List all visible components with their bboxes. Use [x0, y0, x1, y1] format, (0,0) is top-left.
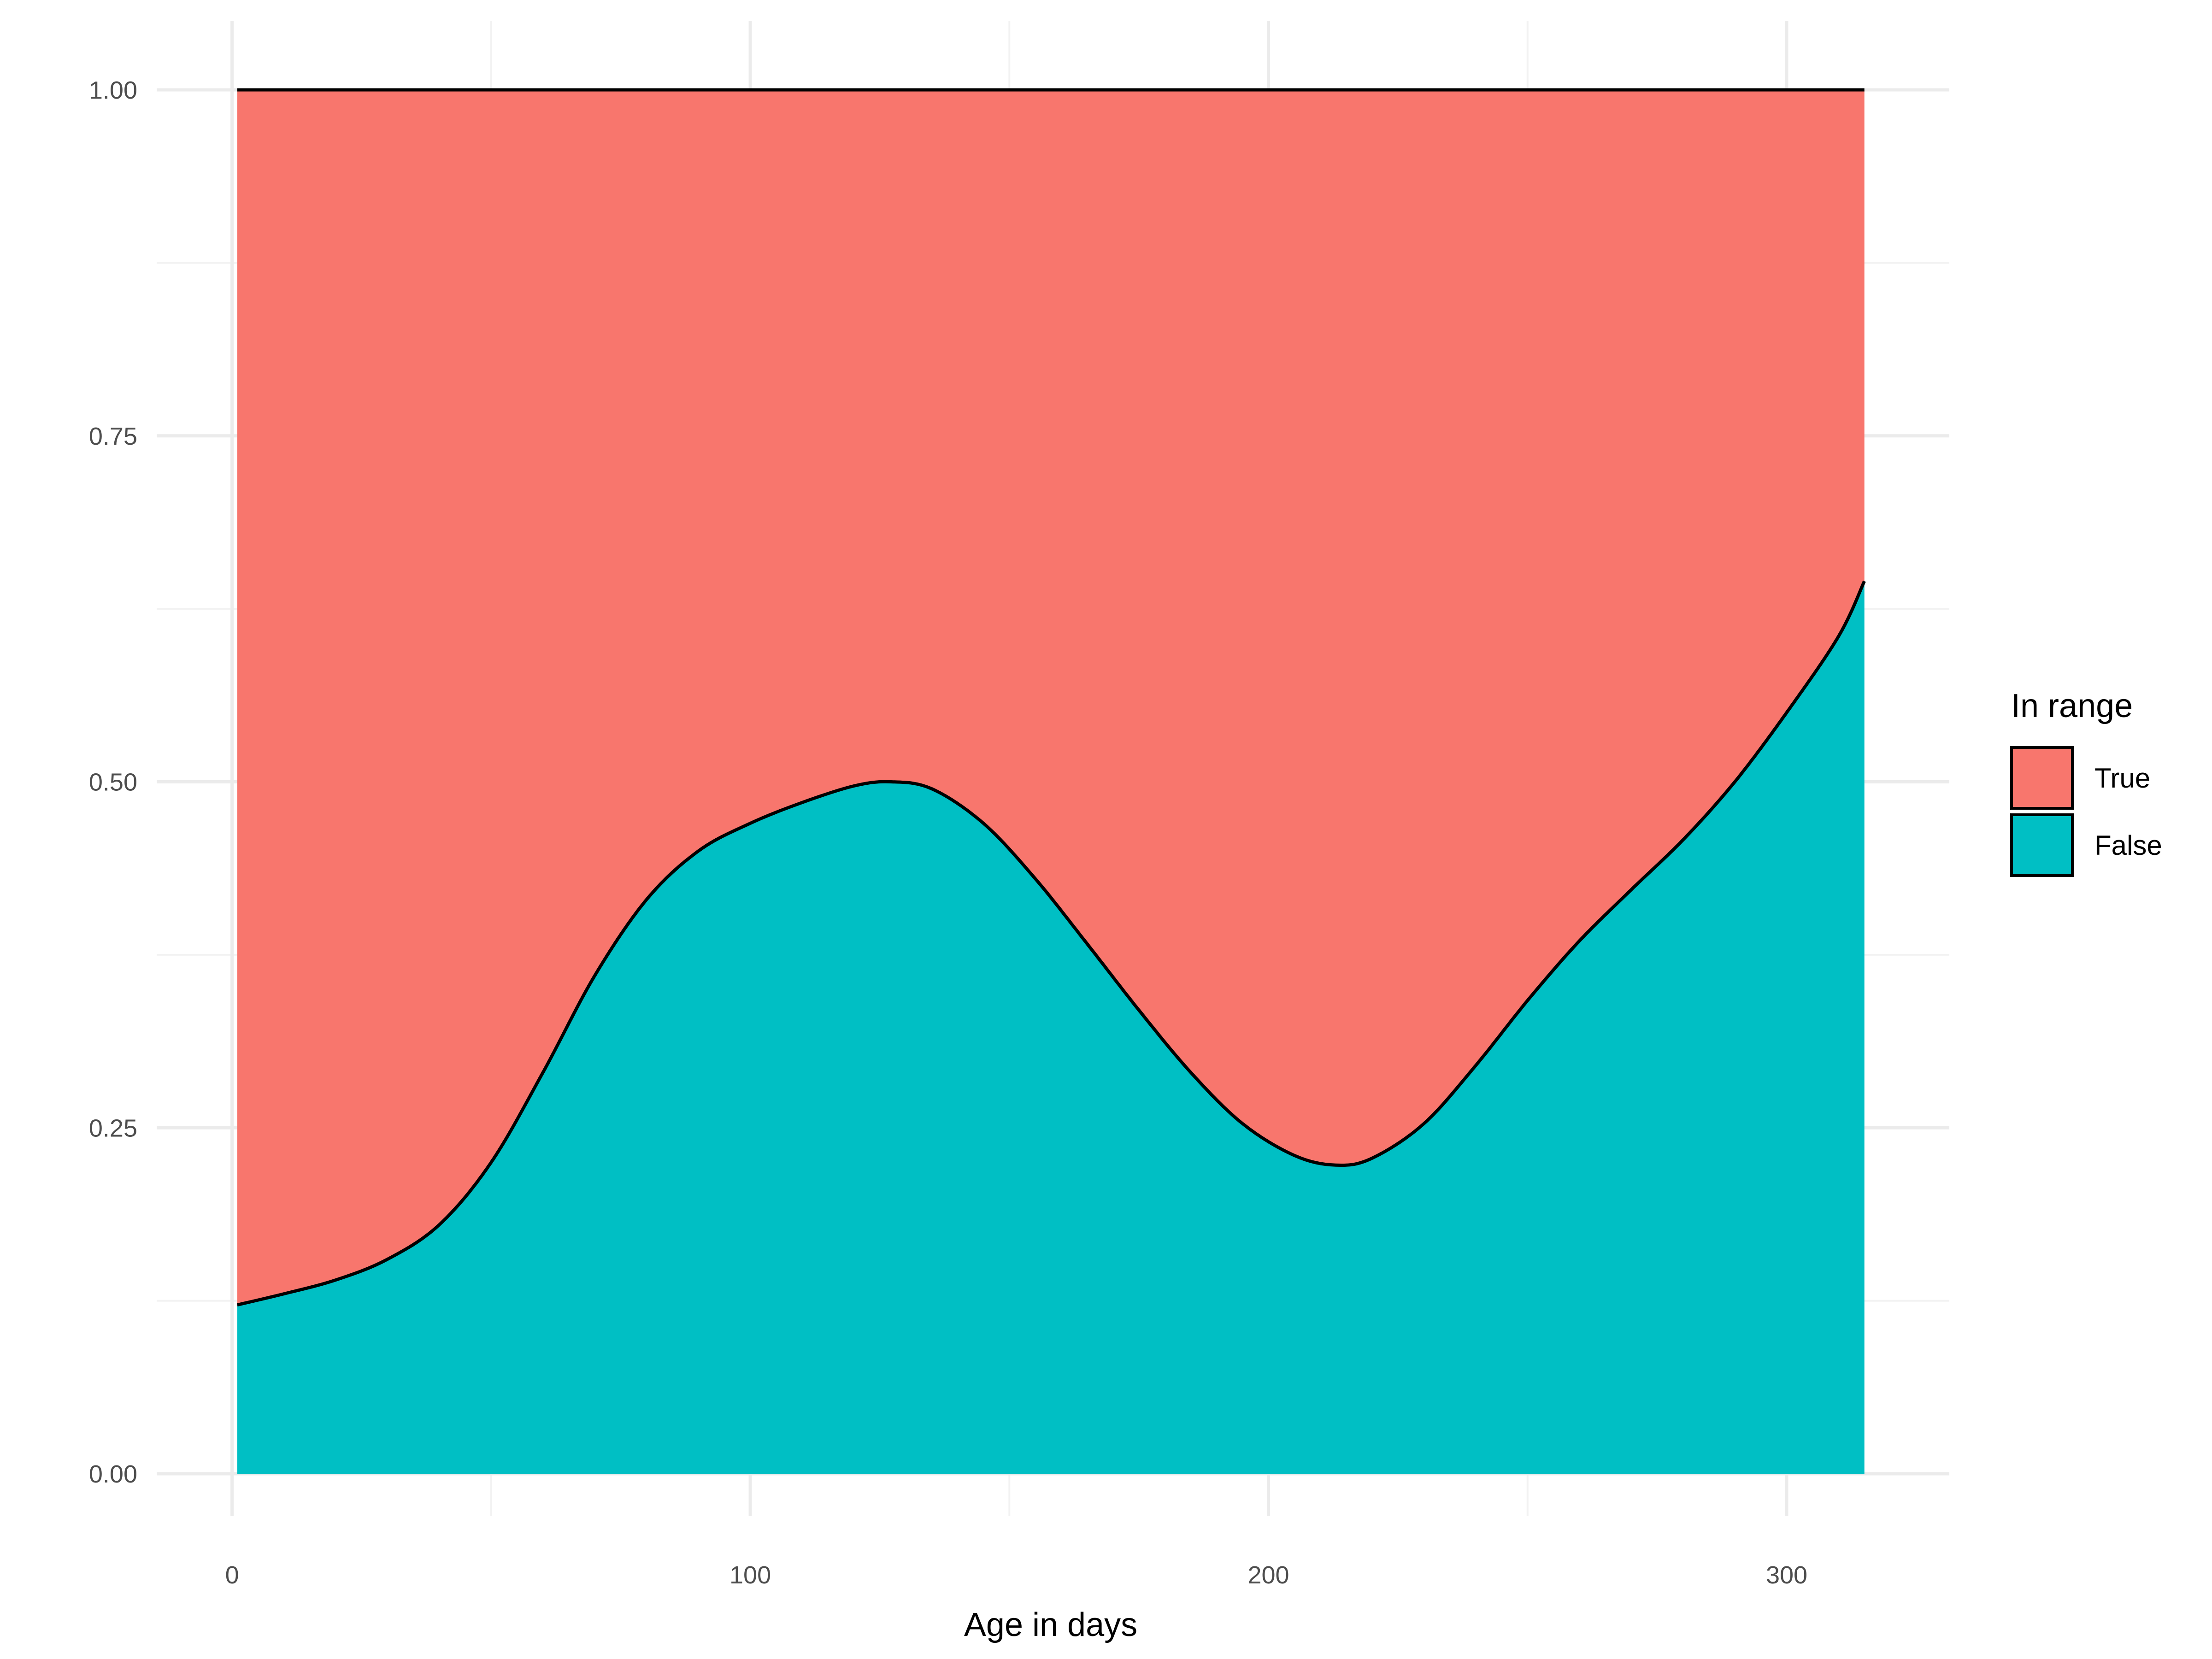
legend-title: In range [2011, 688, 2133, 724]
x-tick-label: 0 [225, 1561, 239, 1589]
area-series-false [237, 581, 1865, 1474]
x-tick-label: 300 [1766, 1561, 1807, 1589]
x-axis-title: Age in days [964, 1606, 1137, 1643]
x-axis-tick-labels: 0 100 200 300 [225, 1561, 1807, 1589]
legend-key-true [2010, 746, 2074, 810]
legend: In range True False [2010, 688, 2162, 877]
legend-label-false: False [2094, 830, 2162, 861]
y-axis-tick-labels: 0.00 0.25 0.50 0.75 1.00 [89, 76, 137, 1488]
legend-key-false [2010, 813, 2074, 877]
y-tick-label: 0.25 [89, 1114, 137, 1142]
y-tick-label: 1.00 [89, 76, 137, 104]
legend-label-true: True [2094, 763, 2150, 794]
series-boundary-line [236, 580, 1866, 1307]
area-series-true [237, 90, 1865, 1305]
x-tick-label: 200 [1247, 1561, 1289, 1589]
y-tick-label: 0.75 [89, 423, 137, 450]
y-tick-label: 0.00 [89, 1460, 137, 1488]
x-tick-label: 100 [729, 1561, 771, 1589]
y-tick-label: 0.50 [89, 769, 137, 796]
area-series-group [236, 88, 1866, 1474]
